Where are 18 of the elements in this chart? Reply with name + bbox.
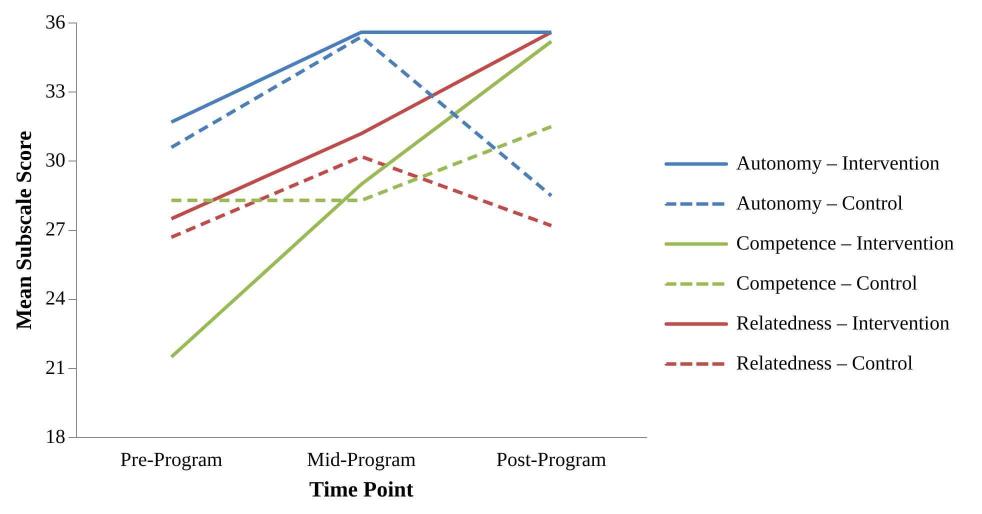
legend-label: Autonomy – Control	[736, 192, 904, 214]
legend-label: Relatedness – Control	[736, 352, 914, 374]
legend-label: Competence – Intervention	[736, 232, 954, 254]
y-tick-label: 33	[45, 80, 66, 102]
y-tick-label: 24	[45, 288, 66, 310]
y-tick-label: 21	[45, 356, 66, 379]
y-tick-label: 27	[45, 218, 66, 241]
x-tick-label: Post-Program	[496, 448, 607, 471]
y-tick-label: 30	[45, 149, 66, 172]
x-tick-label: Mid-Program	[306, 448, 416, 471]
y-tick-label: 18	[45, 426, 66, 448]
legend-label: Relatedness – Intervention	[736, 312, 950, 334]
x-tick-label: Pre-Program	[120, 448, 223, 471]
legend-label: Autonomy – Intervention	[736, 152, 940, 174]
legend-label: Competence – Control	[736, 272, 918, 294]
y-axis-title: Mean Subscale Score	[10, 130, 36, 330]
x-axis-title: Time Point	[309, 476, 414, 502]
y-tick-label: 36	[45, 11, 66, 34]
